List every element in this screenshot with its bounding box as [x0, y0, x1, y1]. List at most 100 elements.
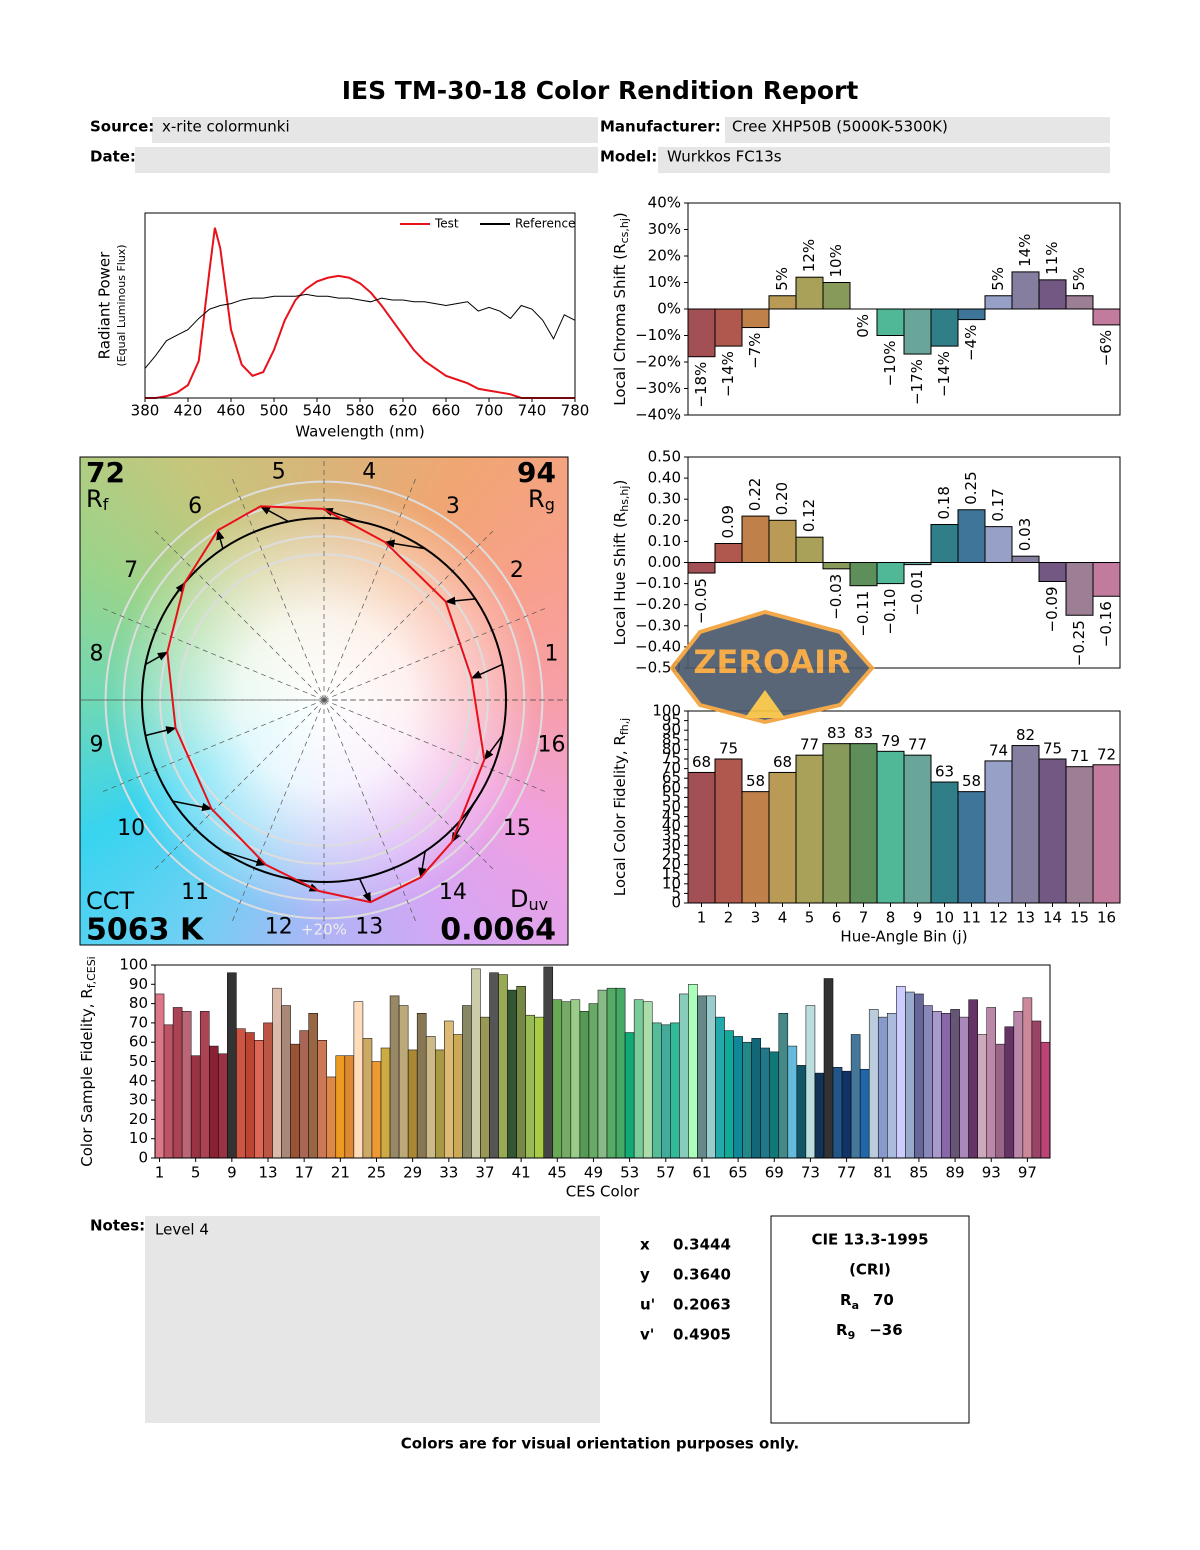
bar	[984, 526, 1013, 564]
label: Color Sample Fidelity, R	[78, 988, 96, 1166]
y-tick-label: 100	[119, 956, 148, 974]
value-label: −4%	[962, 325, 980, 361]
bar	[425, 1036, 436, 1159]
label: Local Color Fidelity, R	[611, 735, 629, 896]
value-label: 0.25	[962, 471, 980, 504]
bar	[741, 515, 770, 564]
x-tick-label: 77	[837, 1164, 856, 1182]
y-tick-label: 95	[662, 711, 681, 729]
value-label: 5%	[989, 267, 1007, 291]
bar	[236, 1028, 246, 1159]
y-tick-label: 5	[671, 884, 681, 902]
bin-label: 4	[362, 459, 376, 484]
bar	[254, 1040, 264, 1159]
coord-value: 0.2063	[673, 1296, 731, 1314]
y-tick-label: 70	[129, 1013, 148, 1031]
subscript: a	[852, 1299, 859, 1312]
bin-divider	[323, 699, 417, 922]
field-label: Date:	[90, 148, 136, 166]
shift-arrow	[222, 850, 267, 866]
bin-label: 3	[446, 494, 460, 519]
x-tick-label: 9	[913, 909, 923, 927]
bar	[822, 282, 851, 310]
bar	[1065, 295, 1094, 310]
field-box	[725, 117, 1110, 143]
bin-label: 15	[503, 816, 531, 841]
shift-arrow	[451, 800, 476, 844]
line	[145, 227, 575, 399]
x-tick-label: 57	[656, 1164, 675, 1182]
label: Local Chroma Shift (R	[611, 243, 629, 405]
chart: −0.50 −0.40 −0.30 −0.20 −0.10 0.00 0.10 0.20 0.3…	[611, 448, 1121, 677]
y-tick-label: 0.20	[648, 511, 681, 529]
value-label: −0.16	[1097, 601, 1115, 647]
bar	[768, 771, 797, 904]
bar	[995, 1043, 1006, 1159]
bar	[1031, 1020, 1042, 1159]
field-label: Model:	[600, 148, 657, 166]
bar	[769, 1051, 780, 1159]
bar	[914, 993, 924, 1159]
bar	[930, 524, 959, 564]
value-label: 0%	[854, 314, 872, 338]
y-axis-label: Local Chroma Shift (Rcs,hj)	[611, 212, 632, 406]
chart: 0510152025303540455055606570758085909510…	[611, 702, 1121, 946]
x-tick-label: 25	[367, 1164, 386, 1182]
value-label: −0.09	[1043, 586, 1061, 632]
y-axis-sublabel: (Equal Luminous Flux)	[115, 244, 128, 366]
value-label: 5%	[1070, 267, 1088, 291]
x-tick-label: 660	[432, 402, 461, 420]
x-tick-label: 14	[1043, 909, 1062, 927]
bar	[903, 754, 932, 904]
x-tick-label: 740	[518, 402, 547, 420]
value-label: 82	[1016, 726, 1035, 744]
value-label: 75	[719, 740, 738, 758]
x-tick-label: 13	[1016, 909, 1035, 927]
bar	[714, 308, 743, 347]
coord-label: x	[640, 1236, 650, 1254]
value-label: 83	[854, 724, 873, 742]
shift-arrow	[322, 508, 360, 523]
bar	[742, 1041, 752, 1159]
y-tick-label: 15	[662, 865, 681, 883]
bar	[398, 1005, 409, 1159]
bar	[208, 1045, 219, 1159]
bar	[1013, 1011, 1024, 1159]
watermark: ZEROAIR	[669, 609, 875, 725]
shift-arrow	[358, 878, 372, 904]
bar	[480, 1016, 490, 1159]
bar	[687, 562, 716, 574]
bar	[741, 791, 770, 904]
value-label: 11%	[1043, 242, 1061, 275]
shift-arrow	[418, 851, 427, 879]
y-tick-label: 0.50	[648, 448, 681, 466]
bar	[380, 1047, 391, 1159]
bar	[814, 1072, 825, 1159]
shift-arrow	[145, 726, 177, 737]
bar	[172, 1007, 183, 1159]
plot-frame	[687, 710, 1121, 904]
y-axis-label: Color Sample Fidelity, Rf,CESi	[78, 956, 99, 1167]
bar	[706, 995, 716, 1159]
watermark-road	[745, 690, 785, 718]
bar	[687, 308, 716, 358]
bar	[218, 1053, 228, 1159]
bar	[841, 1070, 852, 1159]
value-label: 58	[746, 772, 765, 790]
y-tick-label: 0.40	[648, 469, 681, 487]
bin-label: 5	[272, 459, 286, 484]
bar	[435, 1049, 445, 1159]
coord-value: 0.3444	[673, 1236, 731, 1254]
x-tick-label: 16	[1097, 909, 1116, 927]
bar	[642, 1001, 653, 1159]
bin-label: 7	[124, 558, 138, 583]
x-tick-label: 65	[729, 1164, 748, 1182]
bar	[263, 1022, 273, 1159]
y-tick-label: 30	[129, 1091, 148, 1109]
bar	[849, 743, 878, 904]
bar	[832, 1067, 843, 1159]
subscript: f	[103, 495, 109, 514]
x-tick-label: 2	[724, 909, 734, 927]
plot-frame	[144, 212, 576, 399]
x-tick-label: 7	[859, 909, 869, 927]
